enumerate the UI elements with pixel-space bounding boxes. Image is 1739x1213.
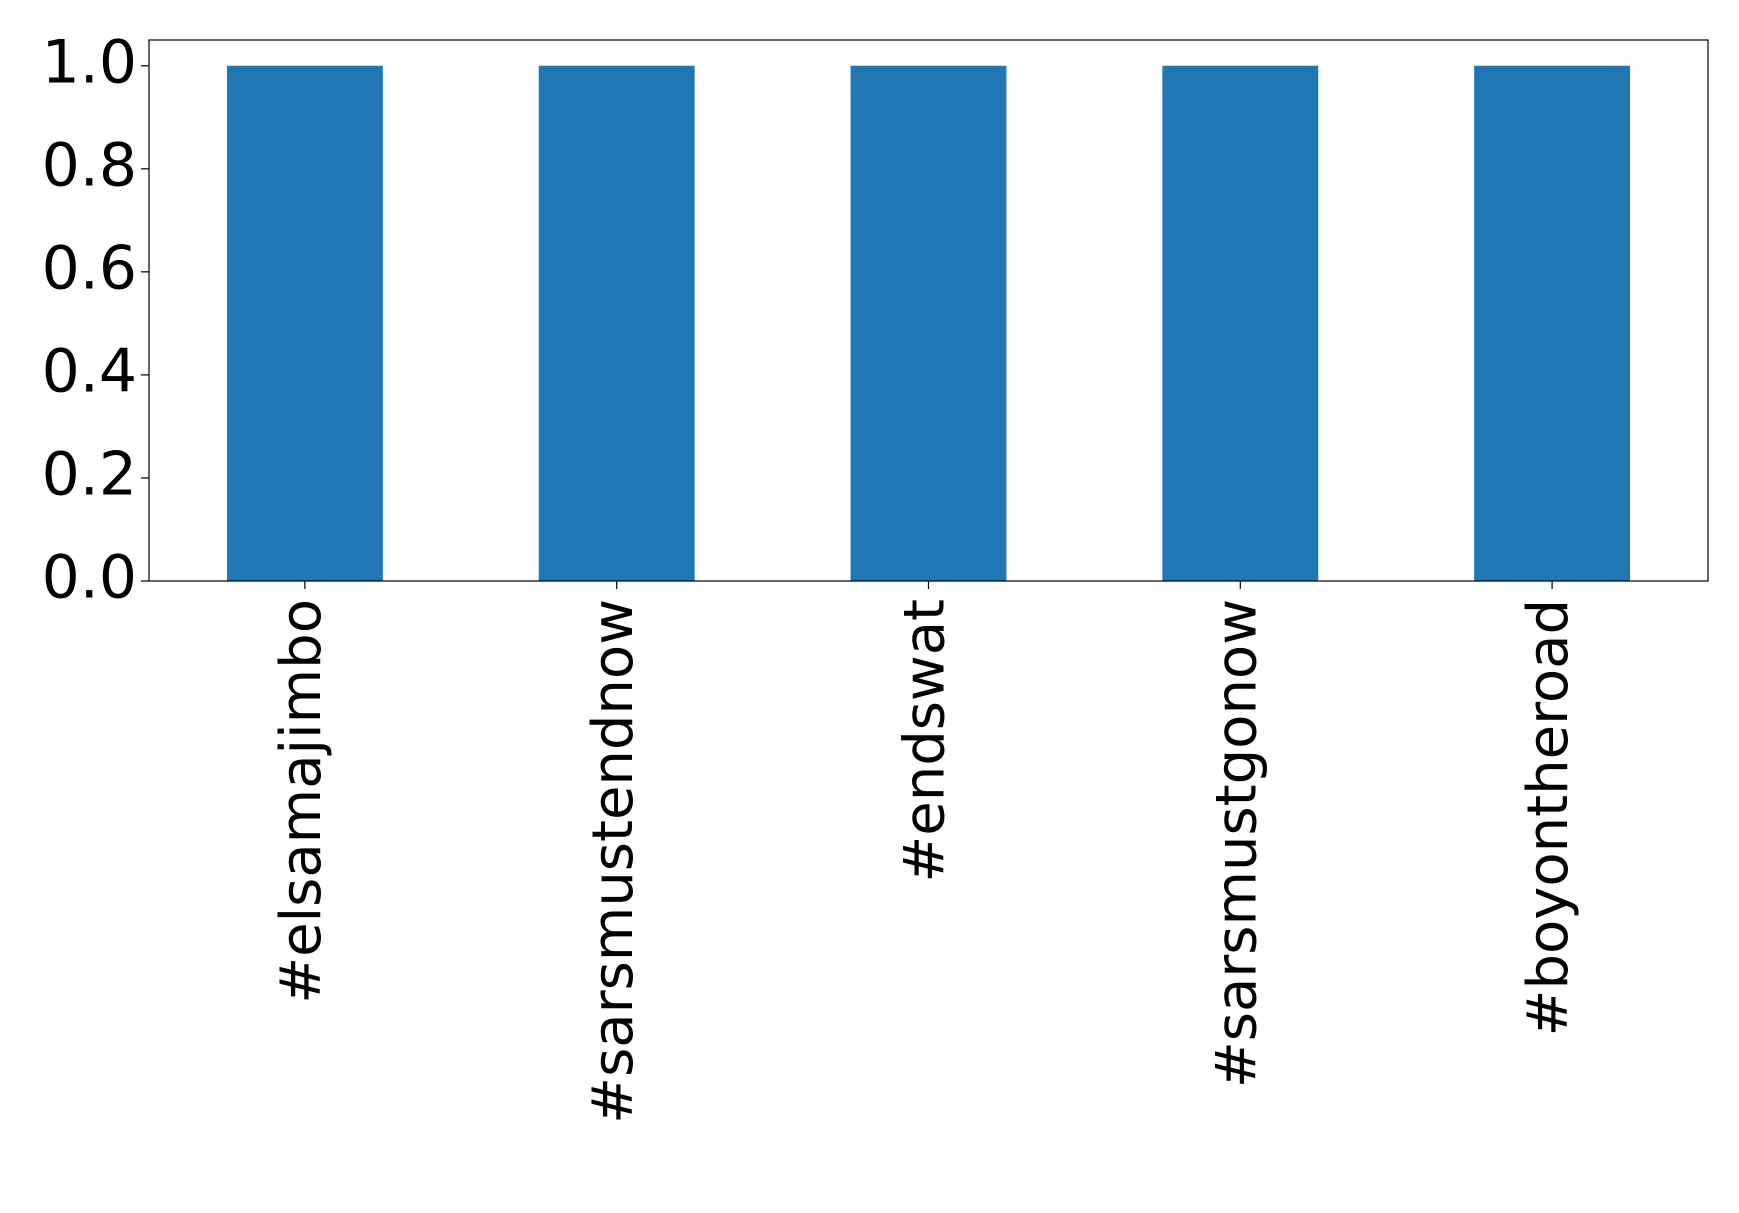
x-tick-label: #sarsmustgonow — [1204, 599, 1269, 1088]
bar — [226, 65, 383, 581]
y-tick-label: 0.2 — [42, 440, 137, 510]
bar — [1162, 65, 1319, 581]
x-tick-label: #sarsmustendnow — [581, 599, 646, 1124]
x-tick-label: #elsamajimbo — [269, 599, 334, 1004]
bar — [1474, 65, 1631, 581]
x-tick-label: #endswat — [893, 599, 958, 883]
y-tick-label: 0.0 — [42, 543, 137, 613]
bar — [850, 65, 1007, 581]
y-tick-label: 0.6 — [42, 233, 137, 303]
y-tick-label: 0.4 — [42, 336, 137, 406]
x-tick-label: #boyontheroad — [1516, 599, 1581, 1036]
y-tick-label: 0.8 — [42, 130, 137, 200]
bar — [538, 65, 695, 581]
y-tick-label: 1.0 — [42, 27, 137, 97]
plot-frame — [148, 39, 1709, 582]
